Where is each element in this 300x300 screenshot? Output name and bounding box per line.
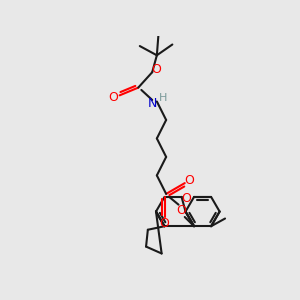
Text: N: N [148,97,157,110]
Text: H: H [159,93,167,103]
Text: O: O [181,192,191,205]
Text: O: O [151,63,161,76]
Text: O: O [109,91,118,104]
Text: O: O [160,217,170,230]
Text: O: O [184,174,194,187]
Text: O: O [177,204,187,217]
